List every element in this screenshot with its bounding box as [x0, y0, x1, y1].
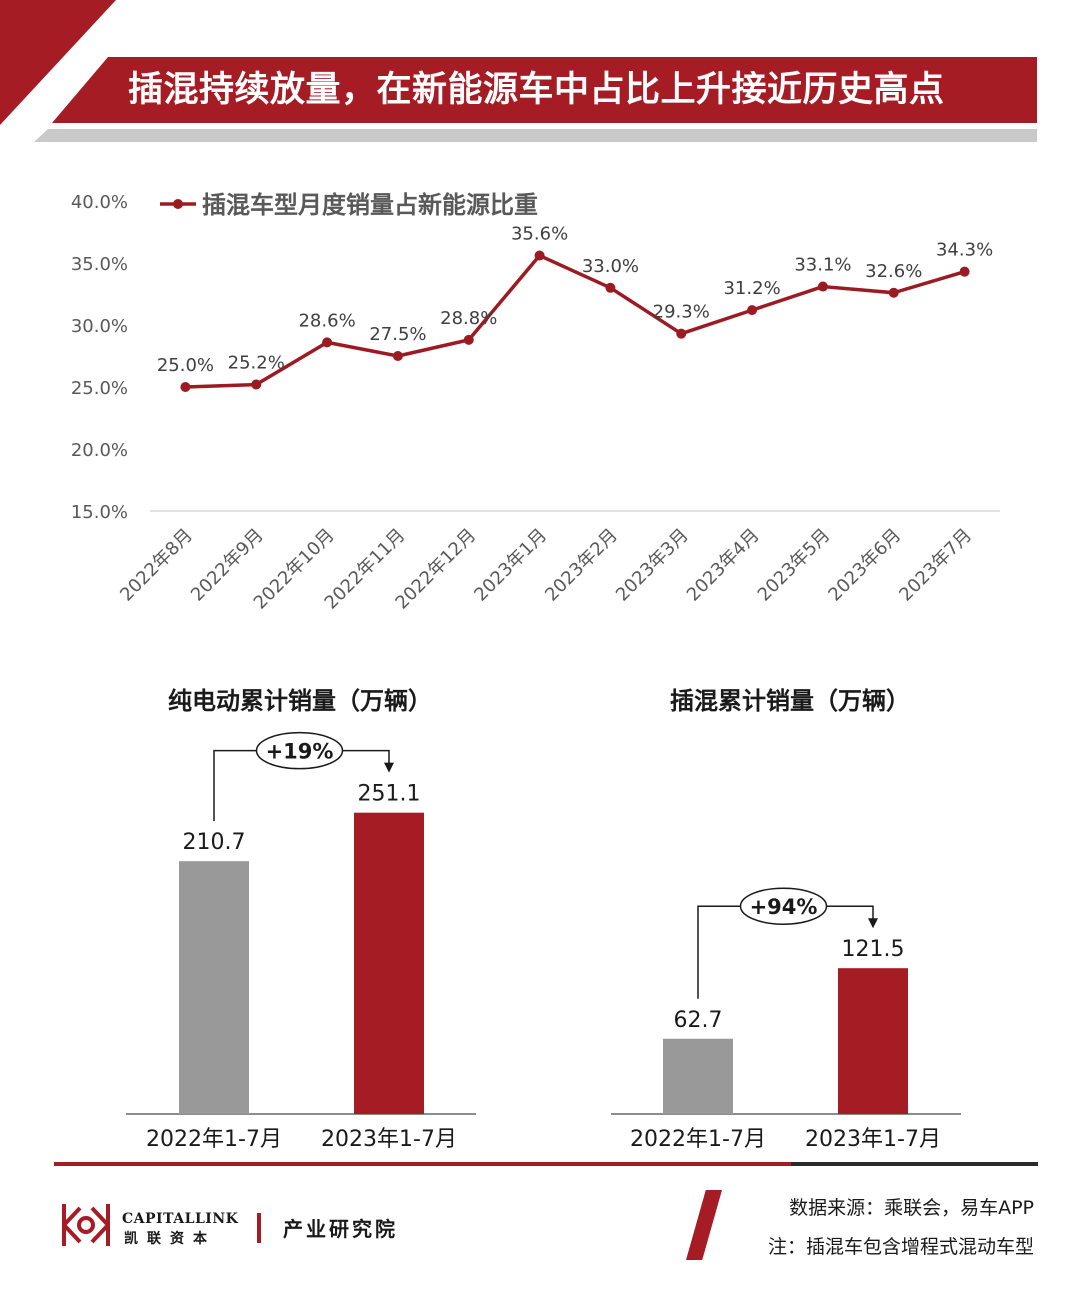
bar: [838, 968, 908, 1114]
data-label: 28.6%: [298, 310, 355, 331]
data-point: [463, 334, 474, 345]
footer-divider-dark: [791, 1162, 1038, 1166]
bar-category-label: 2023年1-7月: [321, 1127, 457, 1152]
bar-value-label: 121.5: [842, 937, 905, 962]
data-label: 34.3%: [936, 240, 993, 261]
y-tick-label: 15.0%: [71, 502, 128, 523]
series-line: [185, 253, 966, 389]
data-label: 35.6%: [511, 224, 568, 245]
bar-value-label: 62.7: [674, 1008, 723, 1033]
arrow-down-icon: [868, 918, 878, 929]
bar-category-label: 2022年1-7月: [630, 1127, 766, 1152]
phev-chart-title: 插混累计销量（万辆）: [670, 687, 910, 715]
data-label: 32.6%: [865, 261, 922, 282]
data-point: [605, 282, 616, 293]
bar: [663, 1038, 733, 1114]
data-point: [180, 382, 191, 392]
line-chart: 15.0%20.0%25.0%30.0%35.0%40.0%2022年8月202…: [71, 191, 1000, 614]
data-point: [322, 337, 333, 348]
growth-badge: [739, 887, 828, 925]
footer-slash-decoration: [686, 1190, 722, 1260]
data-label: 25.0%: [157, 355, 214, 376]
logo-divider: [257, 1213, 261, 1243]
y-tick-label: 20.0%: [71, 440, 128, 461]
footer-divider-red: [54, 1162, 791, 1166]
growth-label: +94%: [750, 895, 818, 919]
capitallink-logo-icon: [62, 1204, 110, 1246]
bar: [179, 861, 249, 1114]
data-label: 27.5%: [369, 324, 426, 345]
data-label: 28.8%: [440, 308, 497, 329]
data-label: 31.2%: [723, 278, 780, 299]
title-banner: [52, 57, 1037, 123]
y-tick-label: 35.0%: [71, 254, 128, 275]
page-title: 插混持续放量，在新能源车中占比上升接近历史高点: [128, 70, 945, 110]
bev-bar-chart: 210.7 2022年1-7月 251.1 2023年1-7月 +19%: [126, 731, 476, 1152]
data-point: [817, 281, 828, 292]
bar-value-label: 251.1: [358, 782, 421, 807]
data-point: [676, 328, 687, 339]
growth-badge: [255, 731, 344, 770]
data-source: 数据来源：乘联会，易车APP: [789, 1197, 1034, 1219]
growth-label: +19%: [266, 740, 334, 764]
bar-category-label: 2023年1-7月: [805, 1127, 941, 1152]
data-point: [392, 351, 403, 361]
y-tick-label: 30.0%: [71, 316, 128, 337]
corner-decoration: [0, 0, 116, 125]
data-label: 25.2%: [228, 353, 285, 374]
bar: [354, 812, 424, 1114]
data-point: [888, 287, 899, 298]
bar-category-label: 2022年1-7月: [146, 1127, 282, 1152]
data-label: 33.0%: [582, 256, 639, 277]
bev-chart-title: 纯电动累计销量（万辆）: [168, 687, 432, 715]
data-point: [747, 305, 758, 316]
bar-value-label: 210.7: [183, 830, 246, 855]
arrow-down-icon: [384, 762, 394, 773]
data-point: [251, 379, 262, 390]
y-tick-label: 25.0%: [71, 378, 128, 399]
data-label: 29.3%: [653, 302, 710, 323]
data-label: 33.1%: [794, 255, 851, 276]
legend-marker-icon: [173, 199, 183, 209]
y-tick-label: 40.0%: [71, 192, 128, 213]
title-underline: [34, 129, 1037, 142]
footnote: 注：插混车包含增程式混动车型: [767, 1236, 1034, 1258]
data-point: [959, 266, 970, 277]
institute-name: 产业研究院: [283, 1217, 398, 1241]
logo-chinese: 凯联资本: [124, 1231, 216, 1247]
data-point: [534, 250, 545, 261]
logo-english: CAPITALLINK: [122, 1211, 239, 1227]
phev-bar-chart: 62.7 2022年1-7月 121.5 2023年1-7月 +94%: [611, 887, 961, 1152]
legend-label: 插混车型月度销量占新能源比重: [202, 191, 538, 219]
